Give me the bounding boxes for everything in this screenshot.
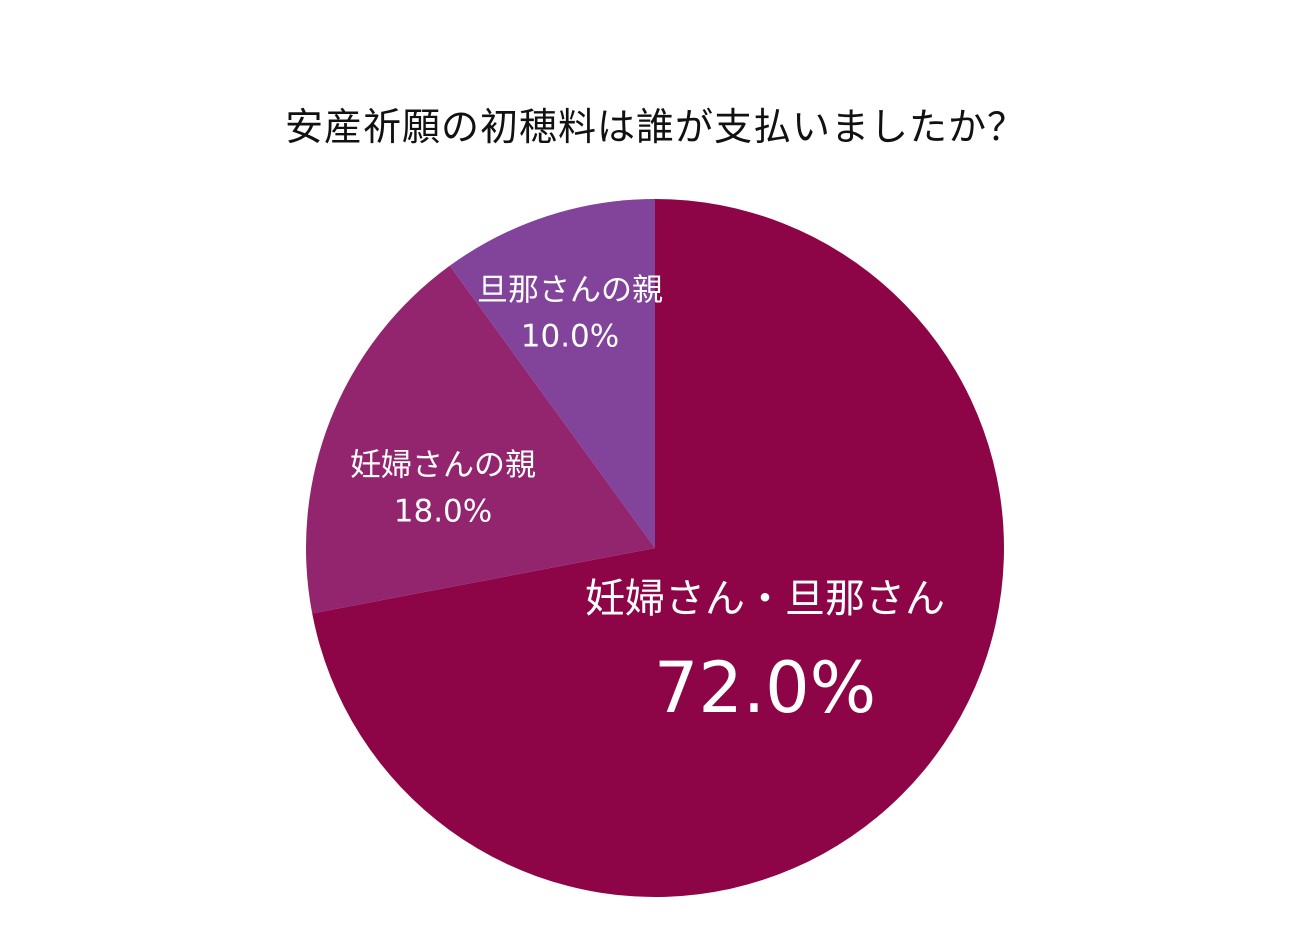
pie-slice-2 [305,265,655,614]
slice-label-3: 旦那さんの親 [477,273,663,309]
slice-label-2: 妊婦さんの親 [350,448,536,484]
slice-value-1: 72.0% [654,647,876,729]
slice-label-1: 妊婦さん・旦那さん [585,576,945,622]
slice-value-3: 10.0% [521,319,619,355]
slice-value-2: 18.0% [394,494,492,530]
pie-slice-3 [449,199,655,548]
pie-slice-1 [312,199,1004,897]
chart-title: 安産祈願の初穂料は誰が支払いましたか？ [284,105,1026,149]
